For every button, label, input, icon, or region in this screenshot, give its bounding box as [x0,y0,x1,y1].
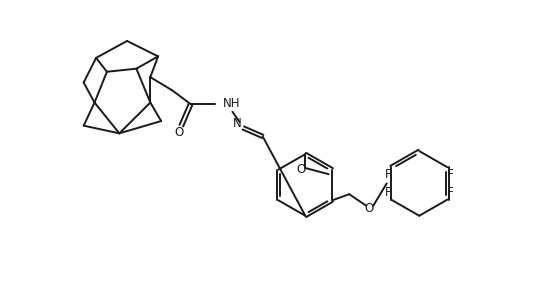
Text: F: F [385,186,391,199]
Text: NH: NH [223,97,241,110]
Text: methoxy: methoxy [0,289,1,290]
Text: F: F [447,168,454,181]
Text: F: F [385,168,391,181]
Text: O: O [174,126,184,139]
Text: F: F [447,186,454,199]
Text: N: N [233,117,241,130]
Text: O: O [365,202,374,215]
Text: O: O [297,163,306,176]
